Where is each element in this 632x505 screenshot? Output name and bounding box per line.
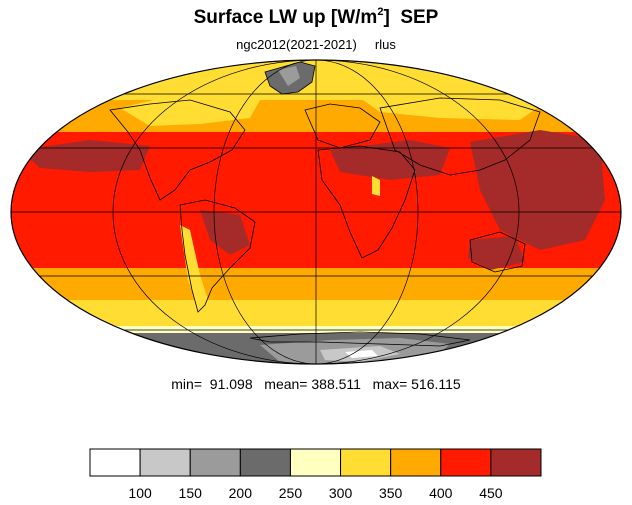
colorbar-swatch xyxy=(390,448,442,477)
colorbar-swatch xyxy=(139,448,191,477)
map-outline xyxy=(10,59,622,365)
map-subtitle: ngc2012(2021-2021) rlus xyxy=(0,37,632,52)
australia xyxy=(468,236,525,270)
stats-line: min= 91.098 mean= 388.511 max= 516.115 xyxy=(171,376,461,392)
colorbar-tick-label: 200 xyxy=(228,485,253,501)
colorbar-swatch xyxy=(289,448,342,477)
colorbar-tick-label: 450 xyxy=(479,485,503,501)
sahara xyxy=(330,140,450,180)
variable-label: rlus xyxy=(374,37,396,52)
colorbar-swatch xyxy=(490,448,542,477)
colorbar-tick-label: 350 xyxy=(378,485,403,501)
warm-pool xyxy=(470,130,605,250)
map-title: Surface LW up [W/m2] SEP xyxy=(193,6,439,28)
colorbar-tick-label: 100 xyxy=(128,485,152,501)
siberia-cold xyxy=(360,88,540,120)
case-label: ngc2012(2021-2021) xyxy=(236,37,357,52)
colorbar-swatch xyxy=(89,448,141,477)
colorbar-tick-label: 150 xyxy=(178,485,202,501)
north-america-cold xyxy=(120,90,260,126)
colorbar-tick-label: 300 xyxy=(328,485,353,501)
colorbar-tick-label: 400 xyxy=(429,485,453,501)
colorbar-swatch xyxy=(189,448,241,477)
amazon xyxy=(200,210,250,255)
colorbar-swatch xyxy=(239,448,291,477)
colorbar-swatch xyxy=(340,448,392,477)
colorbar-swatch xyxy=(440,448,492,477)
andes xyxy=(180,225,208,302)
colorbar-tick-label: 250 xyxy=(278,485,303,501)
